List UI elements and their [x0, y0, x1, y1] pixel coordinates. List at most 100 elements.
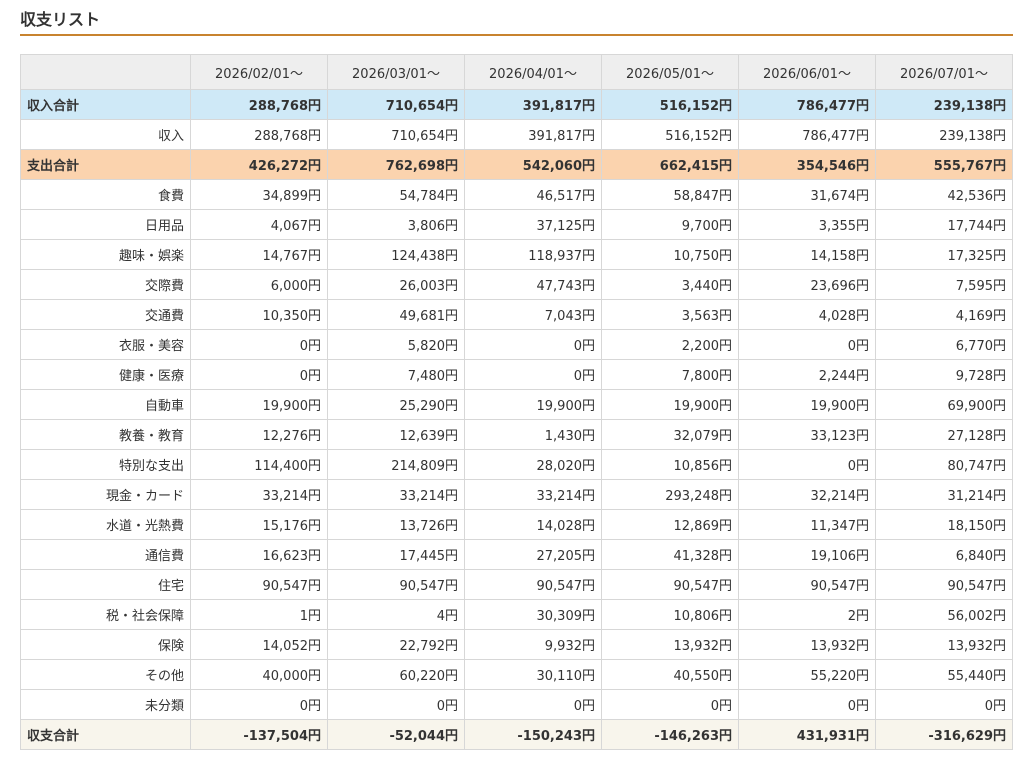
amount-cell: 0円 [327, 689, 465, 720]
month-header: 2026/03/01〜 [327, 54, 465, 90]
amount-cell: 0円 [464, 689, 602, 720]
amount-cell: -316,629円 [875, 719, 1013, 750]
amount-cell: 4,028円 [738, 299, 876, 330]
amount-cell: 19,900円 [190, 389, 328, 420]
amount-cell: 288,768円 [190, 89, 328, 120]
amount-cell: 239,138円 [875, 89, 1013, 120]
page-title: 収支リスト [20, 0, 1013, 36]
amount-cell: 34,899円 [190, 179, 328, 210]
amount-cell: 18,150円 [875, 509, 1013, 540]
row-label: 日用品 [20, 209, 191, 240]
amount-cell: 10,856円 [601, 449, 739, 480]
amount-cell: 3,806円 [327, 209, 465, 240]
row-label: 教養・教育 [20, 419, 191, 450]
amount-cell: 41,328円 [601, 539, 739, 570]
amount-cell: 90,547円 [738, 569, 876, 600]
table-row: 現金・カード 33,214円 33,214円 33,214円 293,248円 32,21… [20, 479, 1013, 510]
row-label: 収入合計 [20, 89, 191, 120]
amount-cell: 55,220円 [738, 659, 876, 690]
amount-cell: 19,900円 [738, 389, 876, 420]
table-row: 水道・光熱費 15,176円 13,726円 14,028円 12,869円 11,347… [20, 509, 1013, 540]
amount-cell: 516,152円 [601, 89, 739, 120]
amount-cell: 55,440円 [875, 659, 1013, 690]
amount-cell: 0円 [601, 689, 739, 720]
amount-cell: 9,728円 [875, 359, 1013, 390]
amount-cell: 710,654円 [327, 119, 465, 150]
amount-cell: 542,060円 [464, 149, 602, 180]
amount-cell: 12,276円 [190, 419, 328, 450]
row-label: 通信費 [20, 539, 191, 570]
amount-cell: 5,820円 [327, 329, 465, 360]
month-header: 2026/07/01〜 [875, 54, 1013, 90]
amount-cell: 662,415円 [601, 149, 739, 180]
amount-cell: 13,932円 [875, 629, 1013, 660]
amount-cell: 0円 [738, 689, 876, 720]
table-row: 教養・教育 12,276円 12,639円 1,430円 32,079円 33,123円 2… [20, 419, 1013, 450]
amount-cell: 7,480円 [327, 359, 465, 390]
row-label: 支出合計 [20, 149, 191, 180]
amount-cell: 431,931円 [738, 719, 876, 750]
amount-cell: 391,817円 [464, 119, 602, 150]
month-header: 2026/05/01〜 [601, 54, 739, 90]
row-label: 自動車 [20, 389, 191, 420]
amount-cell: 10,750円 [601, 239, 739, 270]
table-row: 税・社会保障 1円 4円 30,309円 10,806円 2円 56,002円 [20, 599, 1013, 630]
amount-cell: 30,110円 [464, 659, 602, 690]
amount-cell: 56,002円 [875, 599, 1013, 630]
table-row: 食費 34,899円 54,784円 46,517円 58,847円 31,674円 42,… [20, 179, 1013, 210]
amount-cell: 0円 [190, 689, 328, 720]
amount-cell: 40,550円 [601, 659, 739, 690]
amount-cell: 118,937円 [464, 239, 602, 270]
amount-cell: 0円 [190, 329, 328, 360]
amount-cell: 114,400円 [190, 449, 328, 480]
income-total-row: 収入合計 288,768円 710,654円 391,817円 516,152円 786,… [20, 89, 1013, 120]
amount-cell: 69,900円 [875, 389, 1013, 420]
amount-cell: 0円 [738, 449, 876, 480]
amount-cell: 516,152円 [601, 119, 739, 150]
table-row: 自動車 19,900円 25,290円 19,900円 19,900円 19,900円 69… [20, 389, 1013, 420]
amount-cell: 2,200円 [601, 329, 739, 360]
row-label: 収支合計 [20, 719, 191, 750]
table-row: 通信費 16,623円 17,445円 27,205円 41,328円 19,106円 6,… [20, 539, 1013, 570]
amount-cell: 7,800円 [601, 359, 739, 390]
amount-cell: 33,214円 [190, 479, 328, 510]
amount-cell: 354,546円 [738, 149, 876, 180]
amount-cell: -137,504円 [190, 719, 328, 750]
amount-cell: 32,079円 [601, 419, 739, 450]
amount-cell: -150,243円 [464, 719, 602, 750]
row-label: 健康・医療 [20, 359, 191, 390]
amount-cell: 6,000円 [190, 269, 328, 300]
amount-cell: 19,900円 [601, 389, 739, 420]
row-label: 交通費 [20, 299, 191, 330]
month-header: 2026/02/01〜 [190, 54, 328, 90]
amount-cell: 42,536円 [875, 179, 1013, 210]
amount-cell: 0円 [464, 359, 602, 390]
row-label: 現金・カード [20, 479, 191, 510]
amount-cell: 10,350円 [190, 299, 328, 330]
amount-cell: 12,869円 [601, 509, 739, 540]
amount-cell: 90,547円 [464, 569, 602, 600]
amount-cell: 555,767円 [875, 149, 1013, 180]
amount-cell: 6,840円 [875, 539, 1013, 570]
amount-cell: 80,747円 [875, 449, 1013, 480]
row-label: 特別な支出 [20, 449, 191, 480]
amount-cell: 786,477円 [738, 89, 876, 120]
amount-cell: 19,106円 [738, 539, 876, 570]
table-body: 収入合計 288,768円 710,654円 391,817円 516,152円 786,… [20, 89, 1013, 750]
row-label: 税・社会保障 [20, 599, 191, 630]
amount-cell: 60,220円 [327, 659, 465, 690]
amount-cell: 0円 [190, 359, 328, 390]
amount-cell: 12,639円 [327, 419, 465, 450]
amount-cell: 6,770円 [875, 329, 1013, 360]
row-label: 未分類 [20, 689, 191, 720]
amount-cell: 3,355円 [738, 209, 876, 240]
amount-cell: 11,347円 [738, 509, 876, 540]
amount-cell: 27,205円 [464, 539, 602, 570]
amount-cell: 9,700円 [601, 209, 739, 240]
amount-cell: 15,176円 [190, 509, 328, 540]
table-row: 特別な支出 114,400円 214,809円 28,020円 10,856円 0円 80,… [20, 449, 1013, 480]
table-row: その他 40,000円 60,220円 30,110円 40,550円 55,220円 55… [20, 659, 1013, 690]
row-label: 食費 [20, 179, 191, 210]
amount-cell: 17,325円 [875, 239, 1013, 270]
table-row: 日用品 4,067円 3,806円 37,125円 9,700円 3,355円 17,744… [20, 209, 1013, 240]
